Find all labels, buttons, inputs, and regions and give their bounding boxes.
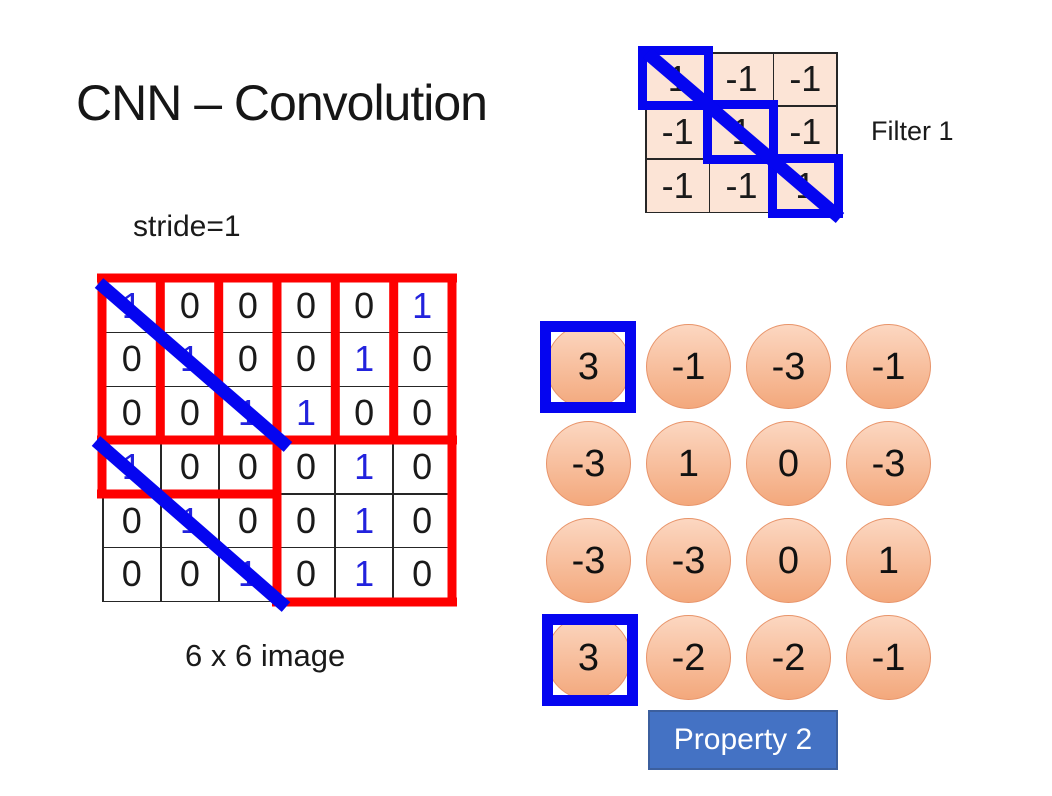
- filter-cell: -1: [774, 106, 837, 159]
- image-cell: 1: [219, 548, 277, 601]
- filter-cell: -1: [646, 159, 709, 212]
- image-cell: 1: [103, 440, 161, 493]
- stride-label: stride=1: [133, 210, 241, 243]
- image-cell: 0: [335, 279, 393, 332]
- image-cell: 1: [335, 494, 393, 547]
- filter-cell: -1: [710, 159, 773, 212]
- image-cell: 0: [219, 333, 277, 386]
- feature-value-circle: -1: [846, 324, 931, 409]
- image-cell: 1: [393, 279, 451, 332]
- image-cell: 0: [277, 440, 335, 493]
- filter-diagonal-highlight-square: [703, 100, 778, 164]
- feature-value-circle: -2: [746, 615, 831, 700]
- feature-value-circle: 0: [746, 421, 831, 506]
- image-cell: 0: [103, 333, 161, 386]
- result-highlight-square: [542, 614, 638, 706]
- image-cell: 0: [161, 279, 219, 332]
- image-cell: 0: [393, 333, 451, 386]
- feature-value-circle: -3: [646, 518, 731, 603]
- feature-value-circle: -3: [546, 421, 631, 506]
- image-cell: 0: [103, 548, 161, 601]
- image-cell: 1: [103, 279, 161, 332]
- property-badge: Property 2: [648, 710, 838, 770]
- image-cell: 1: [161, 333, 219, 386]
- feature-value-circle: 3: [546, 615, 631, 700]
- feature-value-circle: -2: [646, 615, 731, 700]
- image-cell: 1: [335, 333, 393, 386]
- filter-label: Filter 1: [871, 116, 954, 146]
- image-cell: 0: [103, 387, 161, 440]
- image-cell: 1: [335, 440, 393, 493]
- image-cell: 0: [161, 387, 219, 440]
- image-cell: 0: [277, 279, 335, 332]
- image-cell: 0: [393, 440, 451, 493]
- image-cell: 0: [277, 333, 335, 386]
- image-cell: 0: [161, 548, 219, 601]
- filter-diagonal-highlight-square: [768, 154, 843, 218]
- image-cell: 0: [103, 494, 161, 547]
- feature-value-circle: 1: [846, 518, 931, 603]
- feature-value-circle: 0: [746, 518, 831, 603]
- image-cell: 0: [219, 494, 277, 547]
- image-cell: 0: [219, 440, 277, 493]
- feature-value-circle: -1: [646, 324, 731, 409]
- result-highlight-square: [540, 321, 636, 413]
- image-cell: 0: [335, 387, 393, 440]
- image-cell: 0: [393, 494, 451, 547]
- input-image-grid: 1 0 0 0 0 1 0 1 0 0 1 0 0 0 1 1 0 0 1 0 …: [102, 278, 452, 602]
- image-cell: 0: [393, 548, 451, 601]
- image-cell: 1: [335, 548, 393, 601]
- feature-value-circle: -3: [746, 324, 831, 409]
- feature-value-circle: -3: [846, 421, 931, 506]
- image-cell: 0: [277, 548, 335, 601]
- filter-cell: -1: [646, 106, 709, 159]
- image-cell: 0: [219, 279, 277, 332]
- image-cell: 1: [277, 387, 335, 440]
- slide-title: CNN – Convolution: [76, 75, 488, 131]
- filter-cell: -1: [774, 53, 837, 106]
- image-cell: 1: [219, 387, 277, 440]
- feature-value-circle: -1: [846, 615, 931, 700]
- image-cell: 0: [161, 440, 219, 493]
- image-cell: 0: [393, 387, 451, 440]
- image-cell: 0: [277, 494, 335, 547]
- feature-value-circle: 1: [646, 421, 731, 506]
- feature-value-circle: -3: [546, 518, 631, 603]
- filter-cell: -1: [710, 53, 773, 106]
- image-caption: 6 x 6 image: [185, 638, 346, 673]
- filter-diagonal-highlight-square: [638, 46, 713, 110]
- image-cell: 1: [161, 494, 219, 547]
